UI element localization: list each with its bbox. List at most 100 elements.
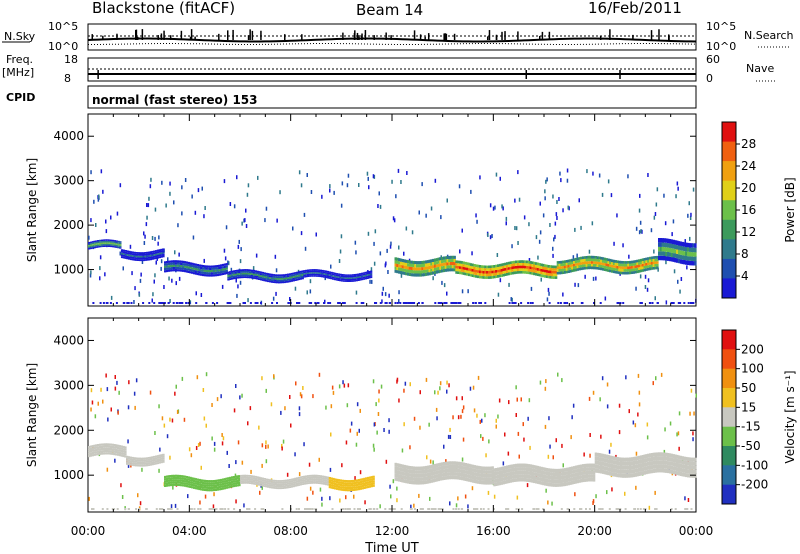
echo-cell <box>171 483 174 486</box>
echo-cell <box>439 466 442 470</box>
echo-cell <box>122 249 126 252</box>
echo-cell <box>652 468 655 473</box>
noise-pixel <box>646 422 649 427</box>
colorbar-swatch <box>722 484 736 505</box>
echo-cell <box>442 256 446 260</box>
echo-cell <box>412 260 415 264</box>
echo-cell <box>500 263 503 267</box>
echo-cell <box>324 272 328 274</box>
echo-cell <box>540 274 543 277</box>
echo-cell <box>122 445 125 449</box>
echo-cell <box>205 267 208 270</box>
echo-cell <box>645 470 648 475</box>
echo-cell <box>352 488 355 491</box>
echo-cell <box>461 465 464 470</box>
noise-pixel <box>579 508 581 510</box>
echo-cell <box>176 474 180 477</box>
echo-cell <box>589 463 592 468</box>
echo-cell <box>587 255 590 259</box>
echo-cell <box>647 453 650 458</box>
echo-cell <box>410 260 413 264</box>
noise-pixel <box>514 226 516 230</box>
echo-cell <box>414 267 417 271</box>
noise-pixel <box>393 218 396 223</box>
echo-cell <box>484 470 487 474</box>
noise-pixel <box>260 508 263 510</box>
noise-pixel <box>459 302 462 304</box>
echo-cell <box>369 272 373 274</box>
echo-cell <box>245 272 248 275</box>
echo-cell <box>124 448 127 451</box>
echo-cell <box>442 269 446 273</box>
echo-cell <box>359 483 363 486</box>
noise-pixel <box>347 383 350 388</box>
echo-cell <box>369 273 373 276</box>
echo-cell <box>441 465 444 470</box>
echo-cell <box>654 468 657 473</box>
echo-cell <box>605 268 608 272</box>
echo-cell <box>428 479 432 484</box>
noise-pixel <box>298 170 301 175</box>
echo-cell <box>643 258 646 261</box>
echo-cell <box>256 272 259 275</box>
echo-cell <box>296 275 299 277</box>
echo-cell <box>468 273 471 277</box>
echo-cell <box>229 485 232 488</box>
noise-pixel <box>647 173 649 177</box>
noise-pixel <box>441 280 443 285</box>
echo-cell <box>292 478 295 480</box>
echo-cell <box>616 271 619 274</box>
echo-cell <box>661 460 664 465</box>
echo-cell <box>545 270 549 273</box>
echo-cell <box>162 248 165 251</box>
echo-cell <box>187 261 190 265</box>
echo-cell <box>421 480 424 485</box>
echo-cell <box>218 264 221 267</box>
echo-cell <box>140 252 144 254</box>
echo-cell <box>661 247 664 252</box>
echo-cell <box>524 260 527 264</box>
echo-cell <box>500 268 503 272</box>
noise-pixel <box>563 302 566 304</box>
echo-cell <box>107 450 111 453</box>
colorbar-tick-label: 28 <box>741 137 756 151</box>
echo-cell <box>435 463 439 468</box>
echo-cell <box>426 269 430 273</box>
echo-cell <box>279 278 283 280</box>
noise-pixel <box>598 508 601 510</box>
noise-pixel <box>149 390 152 395</box>
echo-cell <box>638 455 641 460</box>
echo-cell <box>578 267 581 271</box>
echo-cell <box>681 241 684 247</box>
echo-cell <box>245 476 248 479</box>
noise-pixel <box>346 183 349 188</box>
noise-pixel <box>548 302 551 304</box>
echo-cell <box>455 260 458 264</box>
echo-cell <box>601 469 605 474</box>
echo-cell <box>491 477 494 481</box>
echo-cell <box>509 479 512 483</box>
echo-cell <box>258 274 261 277</box>
noise-pixel <box>233 204 236 209</box>
echo-cell <box>151 463 154 466</box>
noise-pixel <box>440 508 443 510</box>
echo-cell <box>468 270 471 274</box>
echo-cell <box>529 261 532 264</box>
echo-cell <box>352 482 355 485</box>
noise-pixel <box>515 413 517 417</box>
echo-cell <box>609 261 612 265</box>
echo-cell <box>365 484 368 487</box>
echo-cell <box>317 269 321 271</box>
echo-cell <box>643 266 646 269</box>
echo-cell <box>621 263 625 267</box>
echo-cell <box>486 268 489 271</box>
echo-cell <box>437 263 440 267</box>
noise-pixel <box>554 221 557 226</box>
echo-cell <box>487 276 491 279</box>
echo-cell <box>256 478 259 480</box>
echo-cell <box>609 264 612 267</box>
echo-cell <box>240 478 243 481</box>
noise-pixel <box>388 418 390 423</box>
echo-cell <box>203 267 207 270</box>
noise-pixel <box>104 272 106 277</box>
